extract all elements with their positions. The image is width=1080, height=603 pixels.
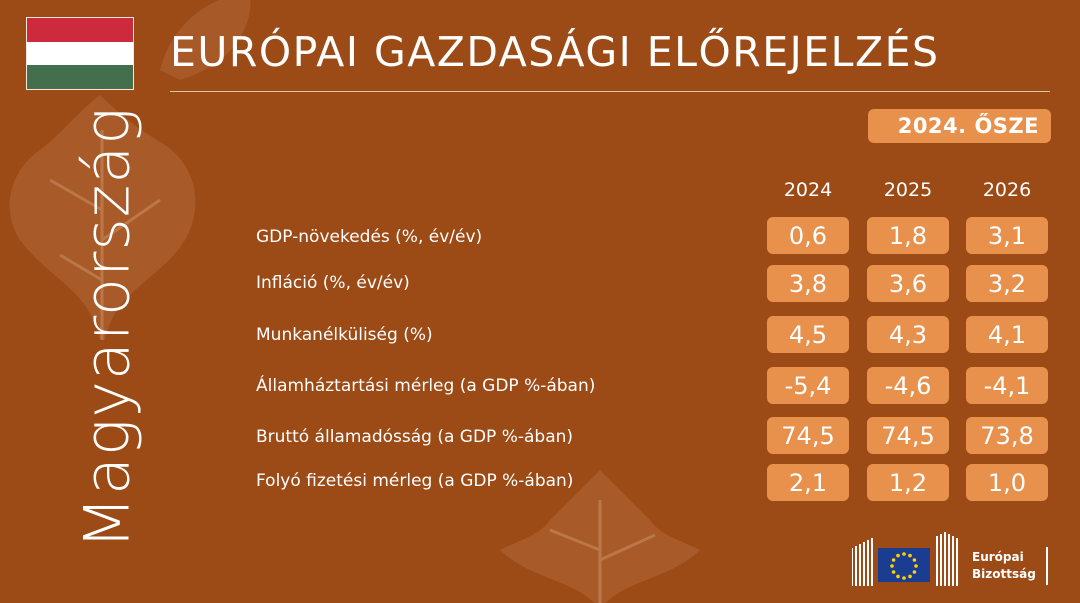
- row-label-gdp-growth: GDP-növekedés (%, év/év): [256, 227, 483, 247]
- eu-flag-icon: [852, 532, 958, 586]
- title-divider: [170, 91, 1050, 92]
- leaf-decoration-icon: [9, 95, 196, 340]
- value-cell: 2,1: [767, 464, 849, 501]
- year-header: 2024: [783, 179, 833, 201]
- flag-stripe-red: [27, 18, 133, 42]
- value-cell: 4,3: [867, 316, 949, 353]
- season-badge: 2024. ŐSZE: [868, 109, 1051, 143]
- logo-line-1: Európai: [972, 550, 1024, 564]
- leaf-decoration-icon: [500, 470, 700, 603]
- value-cell: 73,8: [966, 417, 1048, 454]
- logo-divider: [1046, 547, 1048, 585]
- row-label-current-account: Folyó fizetési mérleg (a GDP %-ában): [256, 471, 574, 491]
- value-cell: 3,1: [966, 217, 1048, 254]
- value-cell: 4,5: [767, 316, 849, 353]
- year-header: 2025: [883, 179, 933, 201]
- value-cell: 4,1: [966, 316, 1048, 353]
- value-cell: 74,5: [767, 417, 849, 454]
- value-cell: 1,8: [867, 217, 949, 254]
- value-cell: -5,4: [767, 367, 849, 404]
- row-label-gross-debt: Bruttó államadósság (a GDP %-ában): [256, 427, 574, 447]
- row-label-inflation: Infláció (%, év/év): [256, 273, 410, 293]
- value-cell: -4,1: [966, 367, 1048, 404]
- flag-stripe-white: [27, 41, 133, 66]
- hungary-flag-icon: [26, 17, 134, 90]
- logo-text: Európai Bizottság: [972, 549, 1036, 583]
- row-label-unemployment: Munkanélküliség (%): [256, 325, 433, 345]
- value-cell: 3,6: [867, 265, 949, 302]
- value-cell: -4,6: [867, 367, 949, 404]
- value-cell: 1,0: [966, 464, 1048, 501]
- value-cell: 3,8: [767, 265, 849, 302]
- logo-line-2: Bizottság: [972, 567, 1036, 581]
- value-cell: 3,2: [966, 265, 1048, 302]
- flag-stripe-green: [27, 65, 133, 89]
- value-cell: 0,6: [767, 217, 849, 254]
- country-name: Magyarország: [70, 106, 144, 550]
- value-cell: 74,5: [867, 417, 949, 454]
- row-label-budget-balance: Államháztartási mérleg (a GDP %-ában): [256, 376, 596, 396]
- page-title: EURÓPAI GAZDASÁGI ELŐREJELZÉS: [170, 28, 940, 76]
- value-cell: 1,2: [867, 464, 949, 501]
- year-header: 2026: [982, 179, 1032, 201]
- leaf-decoration-icon: [160, 0, 251, 80]
